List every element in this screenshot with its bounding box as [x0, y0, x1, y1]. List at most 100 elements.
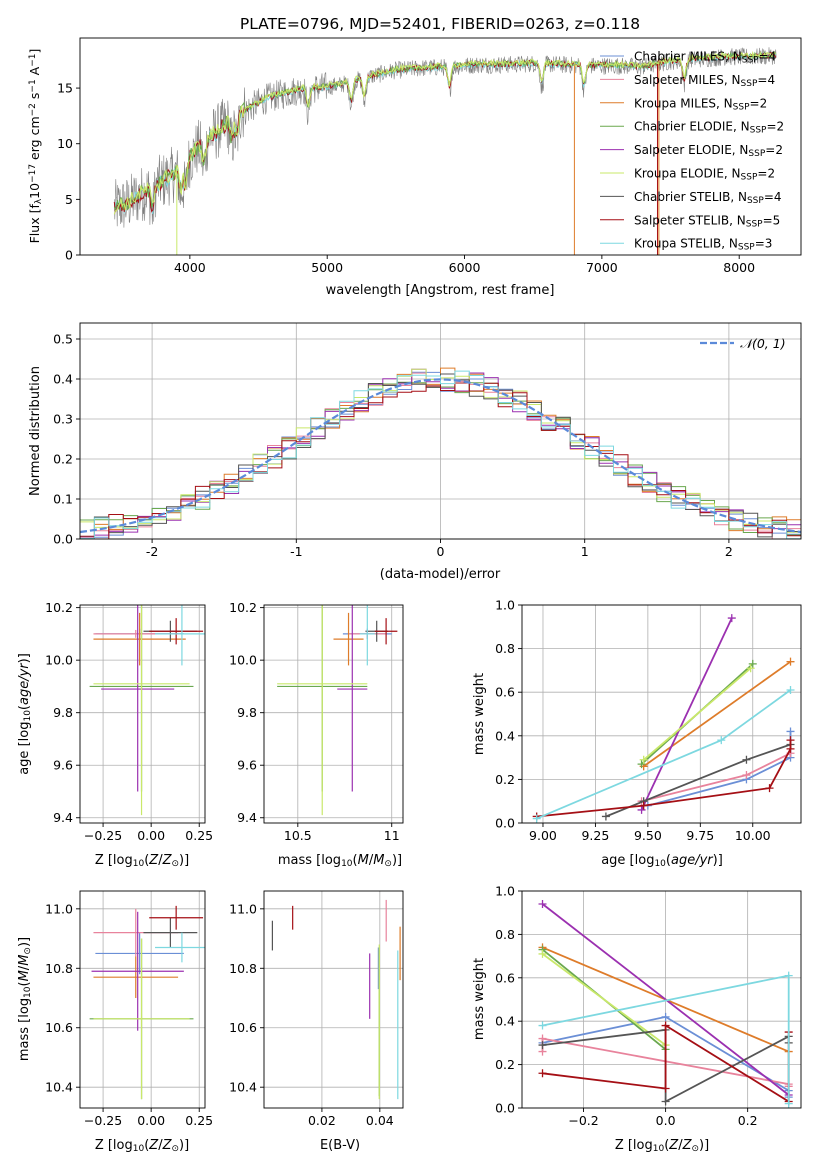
- residual-histogram-salp_stelib: [80, 382, 801, 539]
- weight-marker-salp_elodie: [727, 614, 736, 623]
- weight-vs-Z-ylabel: mass weight: [472, 958, 487, 1040]
- legend-entry-chab_stelib: Chabrier STELIB, NSSP=4: [634, 190, 782, 206]
- axes-frame: -2 -1 0 1 2 0.0 0.1 0.2 0.3 0.4 0.5: [53, 322, 802, 559]
- y-tick-label: 5: [65, 192, 73, 207]
- weight-marker-salp_elodie: [637, 805, 646, 814]
- y-tick-label: 0.4: [53, 372, 73, 387]
- x-tick-label: 9.75: [686, 828, 714, 843]
- weight-marker-chab_stelib: [538, 1041, 547, 1050]
- weight-vs-age-xlabel: age [log10(age/yr)]: [601, 853, 723, 869]
- figure-title: PLATE=0796, MJD=52401, FIBERID=0263, z=0…: [240, 15, 640, 33]
- weight-marker-salp_stelib: [639, 801, 648, 810]
- x-tick-label: −0.25: [84, 1113, 122, 1128]
- y-tick-label: 0.2: [53, 452, 73, 467]
- legend-entry-kroupa_stelib: Kroupa STELIB, NSSP=3: [634, 237, 772, 253]
- weight-marker-kroupa_stelib: [784, 971, 793, 980]
- spectrum-axes: [113, 47, 777, 255]
- x-tick-label: 11: [384, 828, 400, 843]
- y-tick-label: 0.3: [53, 412, 73, 427]
- weight-marker-chab_miles: [661, 1012, 670, 1021]
- x-tick-label: 0.2: [738, 1113, 758, 1128]
- weight-marker-salp_miles: [742, 771, 751, 780]
- weight-line-kroupa_elodie: [541, 953, 667, 1046]
- x-tick-label: 0: [437, 544, 445, 559]
- weight-line-chab_stelib: [605, 743, 791, 818]
- y-tick-label: 0.1: [53, 492, 73, 507]
- legend-normal-label: 𝒩(0, 1): [740, 336, 786, 351]
- y-tick-label: 0.0: [495, 816, 515, 831]
- weight-vs-age-axes: [522, 604, 801, 824]
- plot-area: [89, 605, 205, 816]
- weight-marker-salp_stelib: [661, 1084, 670, 1093]
- weight-marker-kroupa_stelib: [784, 1099, 793, 1108]
- spectrum-legend: Chabrier MILES, NSSP=4 Salpeter MILES, NS…: [600, 50, 784, 253]
- y-tick-label: 10.0: [229, 653, 257, 668]
- weight-marker-chab_stelib: [601, 812, 610, 821]
- y-tick-label: 10.8: [45, 961, 73, 976]
- axes-frame: −0.25 0.00 0.25 9.4 9.6 9.8 10.0 10.2: [45, 600, 213, 843]
- axes-frame: 9.00 9.25 9.50 9.75 10.00 0.0 0.2 0.4 0.6 0.8 1.0: [495, 598, 802, 843]
- residual-axes: [80, 323, 801, 540]
- y-tick-label: 0.5: [53, 332, 73, 347]
- weight-line-salp_elodie: [541, 903, 790, 1096]
- y-tick-label: 10: [57, 136, 73, 151]
- axes-frame: −0.2 0.0 0.2 0.0 0.2 0.4 0.6 0.8 1.0: [495, 884, 802, 1128]
- y-tick-label: 0.4: [495, 728, 515, 743]
- weight-marker-kroupa_stelib: [717, 736, 726, 745]
- x-tick-label: 0.25: [185, 1113, 213, 1128]
- legend-entry-salp_miles: Salpeter MILES, NSSP=4: [634, 73, 775, 89]
- weight-line-salp_elodie: [640, 617, 733, 811]
- x-tick-label: -2: [146, 544, 158, 559]
- x-tick-label: 8000: [723, 260, 755, 275]
- x-tick-label: −0.25: [84, 828, 122, 843]
- plot-area: [113, 47, 777, 255]
- weight-marker-kroupa_elodie: [538, 949, 547, 958]
- weight-marker-kroupa_elodie: [639, 755, 648, 764]
- mass-vs-ebv-axes: [264, 891, 403, 1108]
- plot-area: [271, 899, 401, 1100]
- x-tick-label: 5000: [311, 260, 343, 275]
- spectrum-xlabel: wavelength [Angstrom, rest frame]: [326, 283, 555, 298]
- y-tick-label: 10.6: [229, 1020, 257, 1035]
- spectrum-ylabel: Flux [fλ10−17 erg cm−2 s−1 A−1]: [27, 49, 44, 244]
- y-tick-label: 1.0: [495, 598, 515, 613]
- y-tick-label: 0.4: [495, 1014, 515, 1029]
- weight-marker-salp_stelib: [661, 1021, 670, 1030]
- weight-marker-kroupa_elodie: [746, 664, 755, 673]
- x-tick-label: 0.25: [185, 828, 213, 843]
- model-fit-3: [113, 50, 777, 215]
- axes-frame: −0.25 0.00 0.25 10.4 10.6 10.8 11.0: [45, 890, 213, 1128]
- plot-area: [277, 605, 398, 816]
- weight-line-kroupa_miles: [643, 660, 792, 768]
- weight-marker-chab_elodie: [637, 760, 646, 769]
- plot-area: [538, 900, 793, 1108]
- x-tick-label: 0.02: [308, 1113, 336, 1128]
- x-tick-label: -1: [290, 544, 302, 559]
- axes-frame: 0.02 0.04 10.4 10.6 10.8 11.0: [229, 890, 404, 1128]
- y-tick-label: 11.0: [45, 901, 73, 916]
- y-tick-label: 0.8: [495, 641, 515, 656]
- mass-vs-ebv-xlabel: E(B-V): [320, 1138, 360, 1153]
- y-tick-label: 10.8: [229, 961, 257, 976]
- y-tick-label: 9.6: [53, 758, 73, 773]
- weight-marker-salp_elodie: [538, 900, 547, 909]
- residual-xlabel: (data-model)/error: [380, 567, 501, 582]
- legend-entry-salp_stelib: Salpeter STELIB, NSSP=5: [634, 213, 780, 229]
- plot-area: [89, 905, 205, 1100]
- weight-marker-kroupa_stelib: [786, 686, 795, 695]
- y-tick-label: 9.8: [237, 705, 257, 720]
- age-vs-Z-xlabel: Z [log10(Z/Z⊙)]: [95, 853, 189, 869]
- residual-ylabel: Normed distribution: [28, 366, 43, 496]
- x-tick-label: 0.00: [137, 828, 165, 843]
- weight-marker-kroupa_stelib: [532, 814, 541, 823]
- mass-vs-Z-ylabel: mass [log10(M/M⊙)]: [17, 937, 33, 1061]
- x-tick-label: 6000: [449, 260, 481, 275]
- legend-entry-chab_elodie: Chabrier ELODIE, NSSP=2: [634, 120, 784, 136]
- x-tick-label: 0.04: [366, 1113, 394, 1128]
- weight-marker-chab_elodie: [748, 659, 757, 668]
- axes-box: [263, 890, 404, 1109]
- weight-marker-salp_stelib: [765, 784, 774, 793]
- weight-marker-salp_stelib: [538, 1069, 547, 1078]
- normal-curve: [80, 378, 801, 534]
